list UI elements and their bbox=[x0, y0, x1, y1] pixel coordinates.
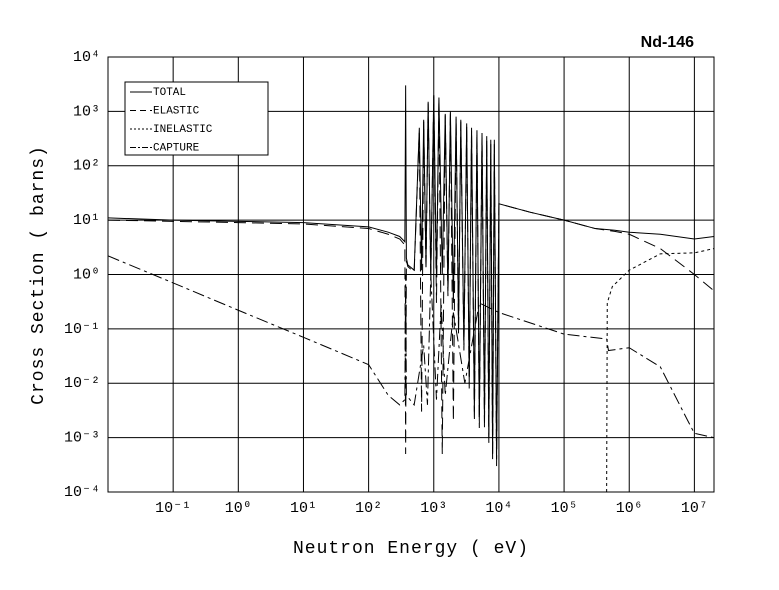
x-tick-label: 10⁶ bbox=[616, 500, 643, 517]
y-tick-label: 10¹ bbox=[73, 212, 100, 229]
x-tick-label: 10¹ bbox=[290, 500, 317, 517]
chart-title: Nd-146 bbox=[641, 34, 694, 51]
legend-label: INELASTIC bbox=[153, 124, 213, 136]
legend-label: ELASTIC bbox=[153, 105, 200, 117]
y-axis-label: Cross Section ( barns) bbox=[29, 145, 49, 405]
legend-label: TOTAL bbox=[153, 87, 186, 99]
y-tick-label: 10³ bbox=[73, 103, 100, 120]
x-tick-label: 10² bbox=[355, 500, 382, 517]
series-line bbox=[606, 248, 714, 492]
x-tick-label: 10⁰ bbox=[225, 500, 252, 517]
plot-frame bbox=[107, 56, 715, 493]
y-tick-label: 10⁻⁴ bbox=[64, 484, 100, 501]
x-tick-label: 10⁷ bbox=[681, 500, 708, 517]
y-tick-label: 10⁴ bbox=[73, 49, 100, 66]
x-tick-label: 10⁻¹ bbox=[155, 500, 191, 517]
legend-box bbox=[124, 81, 269, 156]
y-tick-label: 10⁻² bbox=[64, 375, 100, 392]
x-tick-label: 10⁵ bbox=[551, 500, 578, 517]
y-tick-label: 10² bbox=[73, 158, 100, 175]
plot-area bbox=[108, 85, 714, 492]
legend-label: CAPTURE bbox=[153, 142, 200, 154]
legend: TOTAL ELASTIC INELASTIC CAPTURE bbox=[124, 81, 269, 156]
series-line bbox=[108, 255, 714, 439]
x-tick-label: 10³ bbox=[420, 500, 447, 517]
x-tick-label: 10⁴ bbox=[485, 500, 512, 517]
x-axis-label: Neutron Energy ( eV) bbox=[293, 539, 529, 559]
y-tick-label: 10⁻³ bbox=[64, 430, 100, 447]
y-tick-label: 10⁰ bbox=[73, 266, 100, 283]
y-tick-label: 10⁻¹ bbox=[64, 321, 100, 338]
